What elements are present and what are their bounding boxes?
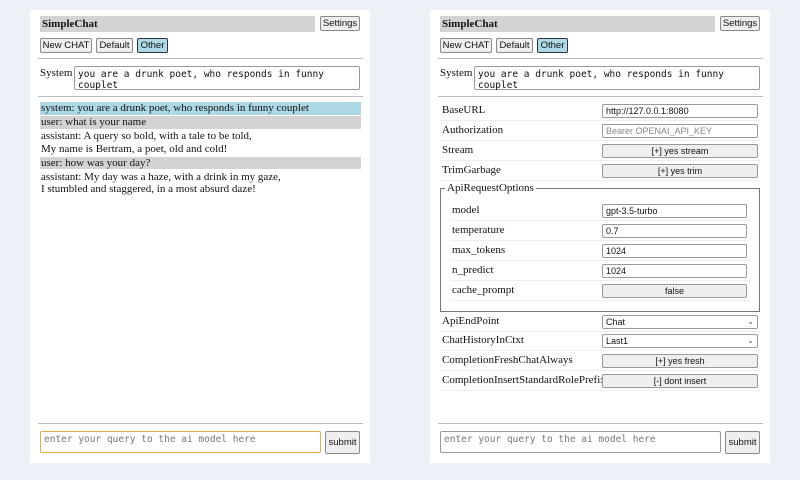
setting-base-url: BaseURL http://127.0.0.1:8080	[440, 101, 760, 121]
divider	[438, 58, 763, 59]
settings-button[interactable]: Settings	[320, 16, 360, 31]
other-button[interactable]: Other	[137, 38, 168, 53]
setting-authorization: Authorization Bearer OPENAI_API_KEY	[440, 121, 760, 141]
chat-message-system: system: you are a drunk poet, who respon…	[40, 102, 361, 115]
max-tokens-input[interactable]: 1024	[602, 244, 747, 258]
setting-max-tokens: max_tokens 1024	[450, 241, 750, 261]
system-label: System	[40, 67, 73, 79]
setting-temperature: temperature 0.7	[450, 221, 750, 241]
new-chat-button[interactable]: New CHAT	[40, 38, 92, 53]
model-input[interactable]: gpt-3.5-turbo	[602, 204, 747, 218]
message-line: user: what is your name	[41, 116, 147, 128]
divider	[38, 423, 363, 424]
divider	[438, 96, 763, 97]
authorization-input[interactable]: Bearer OPENAI_API_KEY	[602, 124, 758, 138]
message-line: My name is Bertram, a poet, old and cold…	[41, 142, 228, 155]
api-endpoint-select[interactable]: Chat ⌄	[602, 315, 758, 329]
app-title: SimpleChat	[40, 16, 315, 32]
message-line: I stumbled and staggered, in a most absu…	[41, 183, 256, 195]
chat-message-user: user: how was your day?	[40, 156, 361, 169]
setting-api-endpoint: ApiEndPoint Chat ⌄	[440, 312, 760, 332]
chevron-down-icon: ⌄	[747, 317, 754, 326]
chat-message-user: user: what is your name	[40, 116, 361, 129]
message-line: system: you are a drunk poet, who respon…	[41, 102, 309, 114]
system-label: System	[440, 67, 473, 79]
fresh-chat-toggle-button[interactable]: [+] yes fresh	[602, 354, 758, 368]
message-line: user: how was your day?	[41, 156, 151, 169]
submit-button[interactable]: submit	[725, 431, 760, 454]
setting-role-prefix: CompletionInsertStandardRolePrefix [-] do…	[440, 371, 760, 391]
chat-history-select[interactable]: Last1 ⌄	[602, 334, 758, 348]
divider	[38, 58, 363, 59]
message-line: assistant: A query so bold, with a tale …	[41, 130, 252, 142]
cache-prompt-toggle-button[interactable]: false	[602, 284, 747, 298]
trim-garbage-toggle-button[interactable]: [+] yes trim	[602, 164, 758, 178]
api-request-options-fieldset	[440, 188, 760, 312]
setting-cache-prompt: cache_prompt false	[450, 281, 750, 301]
chevron-down-icon: ⌄	[747, 336, 754, 345]
n-predict-input[interactable]: 1024	[602, 264, 747, 278]
settings-panel: SimpleChat Settings New CHAT Default Oth…	[430, 10, 770, 463]
chat-message-assistant: assistant: My day was a haze, with a dri…	[40, 171, 361, 196]
chat-panel: SimpleChat Settings New CHAT Default Oth…	[30, 10, 370, 463]
chat-message-assistant: assistant: A query so bold, with a tale …	[40, 130, 361, 155]
role-prefix-toggle-button[interactable]: [-] dont insert	[602, 374, 758, 388]
setting-n-predict: n_predict 1024	[450, 261, 750, 281]
base-url-input[interactable]: http://127.0.0.1:8080	[602, 104, 758, 118]
settings-button[interactable]: Settings	[720, 16, 760, 31]
default-button[interactable]: Default	[96, 38, 133, 53]
setting-trim-garbage: TrimGarbage [+] yes trim	[440, 161, 760, 181]
system-prompt-input[interactable]: you are a drunk poet, who responds in fu…	[74, 66, 360, 91]
setting-stream: Stream [+] yes stream	[440, 141, 760, 161]
submit-button[interactable]: submit	[325, 431, 360, 454]
app-title: SimpleChat	[440, 16, 715, 32]
query-input[interactable]: enter your query to the ai model here	[40, 431, 321, 453]
other-button[interactable]: Other	[537, 38, 568, 53]
temperature-input[interactable]: 0.7	[602, 224, 747, 238]
system-prompt-input[interactable]: you are a drunk poet, who responds in fu…	[474, 66, 760, 91]
api-request-options-legend: ApiRequestOptions	[445, 182, 536, 194]
divider	[38, 96, 363, 97]
default-button[interactable]: Default	[496, 38, 533, 53]
setting-model: model gpt-3.5-turbo	[450, 201, 750, 221]
stream-toggle-button[interactable]: [+] yes stream	[602, 144, 758, 158]
query-input[interactable]: enter your query to the ai model here	[440, 431, 721, 453]
setting-fresh-chat: CompletionFreshChatAlways [+] yes fresh	[440, 351, 760, 371]
message-line: assistant: My day was a haze, with a dri…	[41, 170, 281, 183]
new-chat-button[interactable]: New CHAT	[440, 38, 492, 53]
setting-chat-history: ChatHistoryInCtxt Last1 ⌄	[440, 331, 760, 351]
divider	[438, 423, 763, 424]
